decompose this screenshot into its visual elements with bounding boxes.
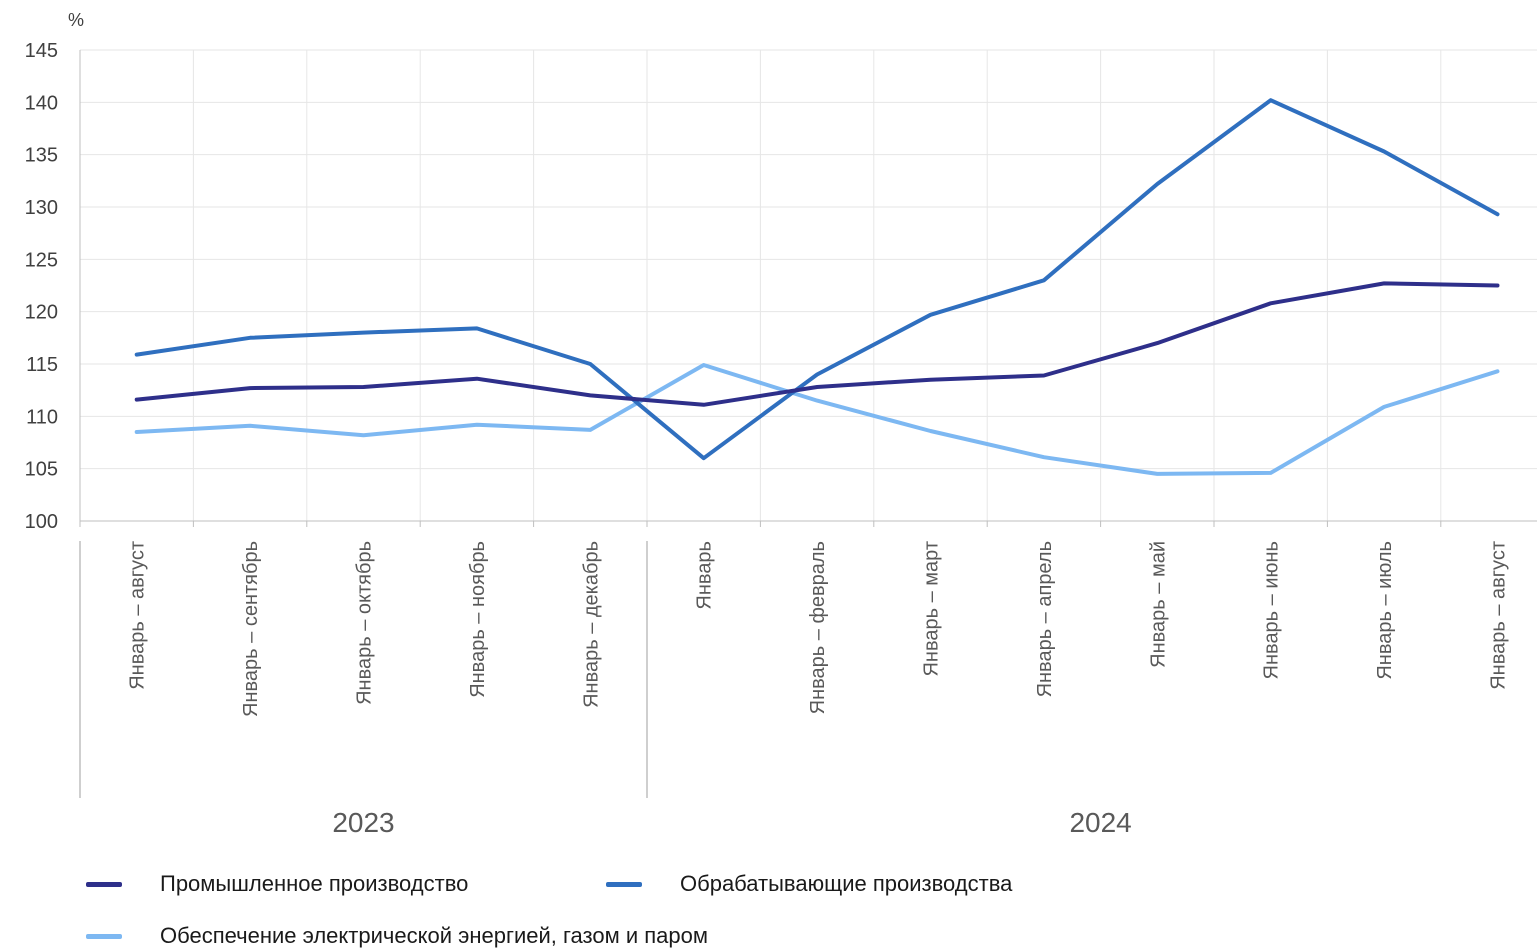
y-tick-labels: 100 105 110 115 120 125 130 135 140 145 [25, 40, 58, 533]
series-line [134, 363, 1500, 476]
x-tick-label: Январь – сентябрь [240, 541, 262, 717]
grid-lines [80, 49, 1537, 521]
y-tick-label: 115 [26, 354, 58, 376]
y-axis-unit-label: % [68, 10, 84, 30]
y-tick-label: 135 [25, 145, 58, 167]
x-tick-label: Январь – апрель [1034, 541, 1056, 697]
x-tick-label: Январь – июнь [1261, 541, 1283, 679]
y-tick-label: 140 [25, 92, 58, 114]
x-tick-label: Январь – февраль [807, 541, 829, 714]
x-tick-labels: Январь – август Январь – сентябрь Январь –… [127, 541, 1510, 717]
x-tick-label: Январь – октябрь [354, 541, 376, 705]
y-tick-label: 145 [25, 40, 58, 62]
series-line [134, 98, 1500, 461]
series-lines [134, 98, 1500, 476]
series-line [134, 281, 1500, 407]
y-tick-label: 125 [25, 249, 58, 271]
x-tick-label: Январь – ноябрь [467, 541, 489, 698]
year-group-label: 2023 [332, 807, 394, 838]
x-tick-label: Январь – декабрь [580, 541, 602, 708]
x-tick-label: Январь – август [1488, 541, 1510, 690]
x-tick-label: Январь – июль [1374, 541, 1396, 680]
axes [79, 50, 1537, 798]
x-tick-label: Январь – август [127, 541, 149, 690]
x-tick-label: Январь [694, 541, 716, 610]
y-tick-label: 130 [25, 197, 58, 219]
year-group-labels: 2023 2024 [332, 807, 1131, 838]
y-tick-label: 110 [26, 406, 58, 428]
y-tick-label: 120 [25, 302, 58, 324]
year-group-label: 2024 [1069, 807, 1131, 838]
y-tick-label: 105 [25, 459, 58, 481]
x-tick-label: Январь – март [921, 541, 943, 677]
y-tick-label: 100 [25, 511, 58, 533]
x-tick-label: Январь – май [1147, 541, 1169, 668]
